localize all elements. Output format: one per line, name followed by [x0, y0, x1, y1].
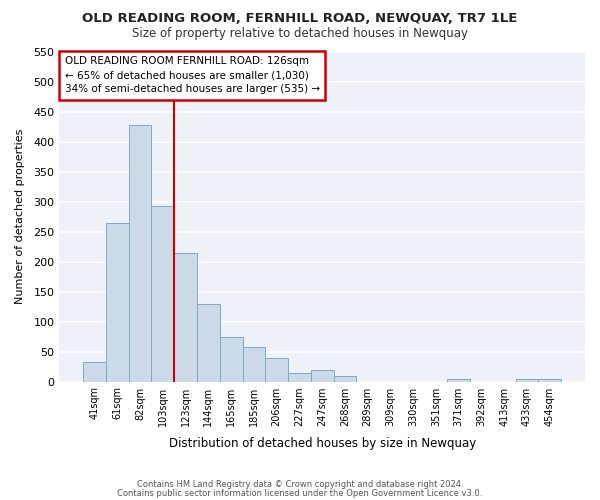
- Text: OLD READING ROOM, FERNHILL ROAD, NEWQUAY, TR7 1LE: OLD READING ROOM, FERNHILL ROAD, NEWQUAY…: [82, 12, 518, 26]
- Bar: [242, 346, 265, 382]
- Bar: [334, 376, 356, 382]
- Bar: [83, 362, 106, 382]
- Bar: [197, 304, 220, 382]
- Bar: [288, 372, 311, 382]
- Bar: [220, 336, 242, 382]
- X-axis label: Distribution of detached houses by size in Newquay: Distribution of detached houses by size …: [169, 437, 476, 450]
- Bar: [538, 378, 561, 382]
- Bar: [311, 370, 334, 382]
- Bar: [151, 206, 174, 382]
- Y-axis label: Number of detached properties: Number of detached properties: [15, 129, 25, 304]
- Bar: [515, 378, 538, 382]
- Text: Size of property relative to detached houses in Newquay: Size of property relative to detached ho…: [132, 28, 468, 40]
- Text: Contains public sector information licensed under the Open Government Licence v3: Contains public sector information licen…: [118, 488, 482, 498]
- Bar: [265, 358, 288, 382]
- Bar: [174, 252, 197, 382]
- Bar: [129, 124, 151, 382]
- Bar: [448, 378, 470, 382]
- Bar: [106, 222, 129, 382]
- Text: Contains HM Land Registry data © Crown copyright and database right 2024.: Contains HM Land Registry data © Crown c…: [137, 480, 463, 489]
- Text: OLD READING ROOM FERNHILL ROAD: 126sqm
← 65% of detached houses are smaller (1,0: OLD READING ROOM FERNHILL ROAD: 126sqm ←…: [65, 56, 320, 94]
